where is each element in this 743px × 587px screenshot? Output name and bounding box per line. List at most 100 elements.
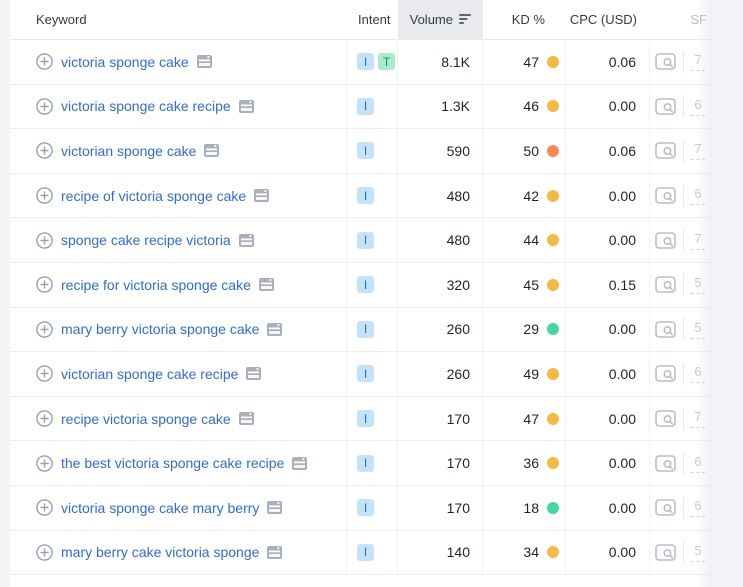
intent-badge-informational[interactable]: I — [357, 53, 374, 71]
add-keyword-button[interactable] — [36, 410, 53, 427]
serp-features-count[interactable]: 6 — [691, 97, 705, 116]
serp-features-icon[interactable] — [267, 545, 283, 559]
kd-difficulty-dot — [547, 412, 559, 425]
keyword-link[interactable]: victoria sponge cake mary berry — [61, 499, 260, 516]
intent-badge-informational[interactable]: I — [357, 142, 374, 160]
serp-features-count[interactable]: 5 — [691, 275, 705, 295]
keyword-link[interactable]: sponge cake recipe victoria — [61, 232, 231, 249]
intent-badge-informational[interactable]: I — [357, 276, 374, 294]
keyword-link[interactable]: the best victoria sponge cake recipe — [61, 455, 285, 472]
serp-preview-icon[interactable] — [655, 544, 676, 561]
sf-divider — [683, 50, 684, 73]
serp-preview-icon[interactable] — [655, 276, 676, 294]
kd-cell: 36 — [483, 441, 566, 485]
sf-divider — [683, 95, 684, 118]
serp-features-count[interactable]: 7 — [691, 141, 705, 161]
serp-preview-icon[interactable] — [655, 321, 676, 338]
keyword-link[interactable]: victorian sponge cake — [61, 142, 197, 159]
intent-cell: I — [347, 352, 398, 396]
keyword-link[interactable]: recipe for victoria sponge cake — [61, 276, 251, 293]
add-keyword-button[interactable] — [36, 53, 53, 71]
column-header-keyword[interactable]: Keyword — [36, 12, 87, 27]
add-keyword-button[interactable] — [36, 321, 53, 338]
intent-badge-informational[interactable]: I — [357, 187, 374, 205]
serp-features-icon[interactable] — [238, 233, 254, 247]
cpc-value: 0.00 — [566, 485, 650, 530]
add-keyword-button[interactable] — [36, 276, 53, 294]
keyword-link[interactable]: mary berry victoria sponge cake — [61, 321, 260, 338]
serp-features-count[interactable]: 6 — [691, 364, 705, 384]
kd-cell: 18 — [483, 485, 566, 530]
intent-badge-informational[interactable]: I — [357, 543, 374, 561]
serp-features-icon[interactable] — [238, 99, 254, 113]
table-row: mary berry cake victoria sponge I 140 34… — [10, 530, 712, 576]
keyword-link[interactable]: recipe victoria sponge cake — [61, 410, 231, 427]
serp-features-icon[interactable] — [258, 278, 274, 292]
add-keyword-button[interactable] — [36, 231, 53, 249]
kd-difficulty-dot — [547, 323, 559, 336]
serp-features-icon[interactable] — [267, 501, 283, 515]
intent-badge-informational[interactable]: I — [357, 320, 374, 338]
serp-features-icon[interactable] — [254, 189, 270, 203]
add-keyword-button[interactable] — [36, 365, 53, 383]
serp-features-icon[interactable] — [238, 412, 254, 426]
serp-preview-icon[interactable] — [655, 187, 676, 204]
table-header-row: Keyword Intent Volume KD % CPC (USD) SF — [10, 0, 712, 40]
keyword-link[interactable]: mary berry cake victoria sponge — [61, 544, 260, 561]
serp-preview-icon[interactable] — [655, 365, 676, 383]
add-keyword-button[interactable] — [36, 98, 53, 115]
column-header-kd[interactable]: KD % — [511, 12, 545, 27]
add-keyword-button[interactable] — [36, 454, 53, 472]
intent-badge-informational[interactable]: I — [357, 499, 374, 517]
serp-features-icon[interactable] — [196, 55, 212, 69]
column-header-sf[interactable]: SF — [690, 12, 707, 27]
serp-features-count[interactable]: 7 — [691, 231, 705, 250]
serp-preview-icon[interactable] — [655, 53, 676, 71]
serp-features-count[interactable]: 6 — [691, 186, 705, 206]
kd-value: 47 — [523, 410, 539, 427]
intent-badge-informational[interactable]: I — [357, 410, 374, 428]
intent-badge-informational[interactable]: I — [357, 97, 374, 115]
keyword-link[interactable]: recipe of victoria sponge cake — [61, 187, 247, 204]
serp-preview-icon[interactable] — [655, 499, 676, 517]
volume-value: 8.1K — [398, 40, 483, 84]
serp-features-icon[interactable] — [246, 367, 262, 381]
cpc-value: 0.00 — [566, 84, 650, 129]
kd-value: 46 — [523, 98, 539, 115]
intent-badge-informational[interactable]: I — [357, 231, 374, 249]
serp-features-count[interactable]: 7 — [691, 409, 705, 429]
intent-badge-informational[interactable]: I — [357, 365, 374, 383]
serp-preview-icon[interactable] — [655, 98, 676, 115]
serp-preview-icon[interactable] — [655, 454, 676, 472]
column-header-volume[interactable]: Volume — [398, 0, 483, 39]
add-keyword-button[interactable] — [36, 187, 53, 204]
intent-cell: I — [347, 84, 398, 129]
serp-features-count[interactable]: 6 — [691, 498, 705, 518]
intent-badge-transactional[interactable]: T — [378, 53, 395, 71]
add-keyword-button[interactable] — [36, 142, 53, 160]
add-keyword-button[interactable] — [36, 544, 53, 561]
serp-features-count[interactable]: 5 — [691, 320, 705, 339]
serp-features-count[interactable]: 6 — [691, 454, 705, 473]
column-header-cpc[interactable]: CPC (USD) — [569, 12, 637, 27]
serp-features-icon[interactable] — [204, 144, 220, 158]
kd-difficulty-dot — [547, 234, 559, 247]
cpc-value: 0.06 — [566, 40, 650, 84]
keyword-link[interactable]: victorian sponge cake recipe — [61, 365, 239, 382]
serp-features-icon[interactable] — [267, 322, 283, 336]
serp-preview-icon[interactable] — [655, 142, 676, 160]
serp-features-count[interactable]: 7 — [691, 52, 705, 72]
add-keyword-button[interactable] — [36, 499, 53, 517]
intent-badge-informational[interactable]: I — [357, 454, 374, 472]
serp-features-icon[interactable] — [292, 456, 308, 470]
volume-value: 320 — [398, 262, 483, 307]
serp-preview-icon[interactable] — [655, 231, 676, 249]
keyword-link[interactable]: victoria sponge cake recipe — [61, 98, 231, 115]
serp-features-count[interactable]: 5 — [691, 543, 705, 562]
serp-preview-icon[interactable] — [655, 410, 676, 427]
column-header-intent[interactable]: Intent — [358, 12, 391, 27]
keyword-link[interactable]: victoria sponge cake — [61, 53, 189, 70]
kd-value: 34 — [523, 544, 539, 561]
